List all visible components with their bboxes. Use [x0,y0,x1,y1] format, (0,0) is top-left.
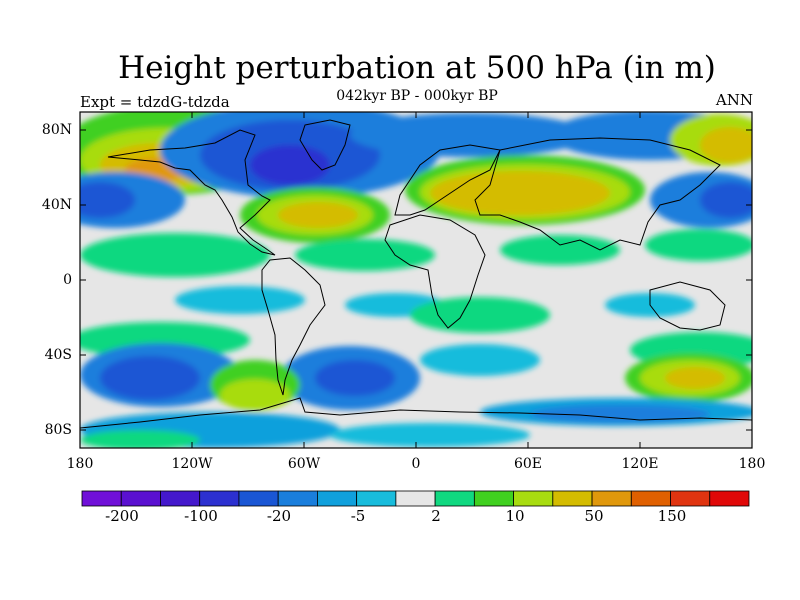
colorbar-label: 2 [431,507,441,525]
greenland-coast [299,119,351,171]
map-subtitle: 042kyr BP - 000kyr BP [336,88,498,104]
north-america-coast [107,129,276,256]
colorbar-label: -200 [105,507,139,525]
colorbar-swatch [238,490,279,507]
contour-region [315,360,395,396]
contour-region [330,423,530,447]
contour-region [645,229,752,261]
tick-marks [80,112,752,448]
colorbar-label: 50 [584,507,604,525]
lon-tick-label: 60W [287,456,321,472]
antarctica-coast [80,397,752,429]
south-america-coast [261,257,326,396]
colorbar-swatch [81,490,122,507]
contour-region [220,379,290,411]
colorbar-swatch [395,490,436,507]
colorbar-swatch [277,490,318,507]
colorbar-label: -100 [184,507,218,525]
contour-region [80,182,135,218]
contour-region [80,233,270,277]
experiment-label: Expt = tdzdG-tdzda [80,93,230,111]
lon-tick-label: 180 [66,456,94,472]
lat-tick-label: 40N [41,197,72,213]
colorbar-swatch [473,490,514,507]
europe-coast [394,144,501,216]
map-title: Height perturbation at 500 hPa (in m) [118,50,716,86]
colorbar-label: -20 [266,507,292,525]
coastlines [80,119,752,429]
contour-region [80,430,200,448]
lat-tick-label: 80N [41,122,72,138]
lon-tick-label: 120E [621,456,659,472]
lat-tick-label: 80S [44,422,72,438]
contour-region [410,297,550,333]
contour-region [500,235,620,265]
contour-region [278,202,358,228]
lon-tick-label: 0 [411,456,421,472]
contour-region [295,239,435,271]
lon-tick-label: 180 [738,456,766,472]
colorbar-swatch [199,490,240,507]
colorbar-swatch [356,490,397,507]
colorbar-swatch [160,490,201,507]
contour-region [430,171,610,215]
season-label: ANN [715,91,753,109]
lat-tick-label: 40S [44,347,72,363]
contour-field [80,112,752,448]
colorbar-swatch [591,490,632,507]
contour-region [250,145,330,185]
contour-region [420,344,540,376]
colorbar-label: 150 [657,507,687,525]
contour-region [700,127,752,163]
colorbar [81,490,750,507]
colorbar-swatch [552,490,593,507]
colorbar-label: -5 [350,507,366,525]
lon-tick-label: 120W [171,456,213,472]
africa-coast [384,214,486,329]
contour-region [350,113,590,157]
lon-tick-label: 60E [513,456,543,472]
asia-coast [474,137,721,251]
colorbar-swatch [709,490,750,507]
colorbar-swatch [670,490,711,507]
contour-region [530,405,710,423]
australia-coast [649,281,726,331]
colorbar-swatch [630,490,671,507]
colorbar-swatch [434,490,475,507]
contour-region [665,367,725,389]
colorbar-swatch [513,490,554,507]
lat-tick-label: 0 [63,272,72,288]
colorbar-swatch [120,490,161,507]
colorbar-swatch [317,490,358,507]
contour-region [175,286,305,314]
contour-region [100,356,200,400]
colorbar-label: 10 [505,507,525,525]
contour-region [700,182,752,218]
